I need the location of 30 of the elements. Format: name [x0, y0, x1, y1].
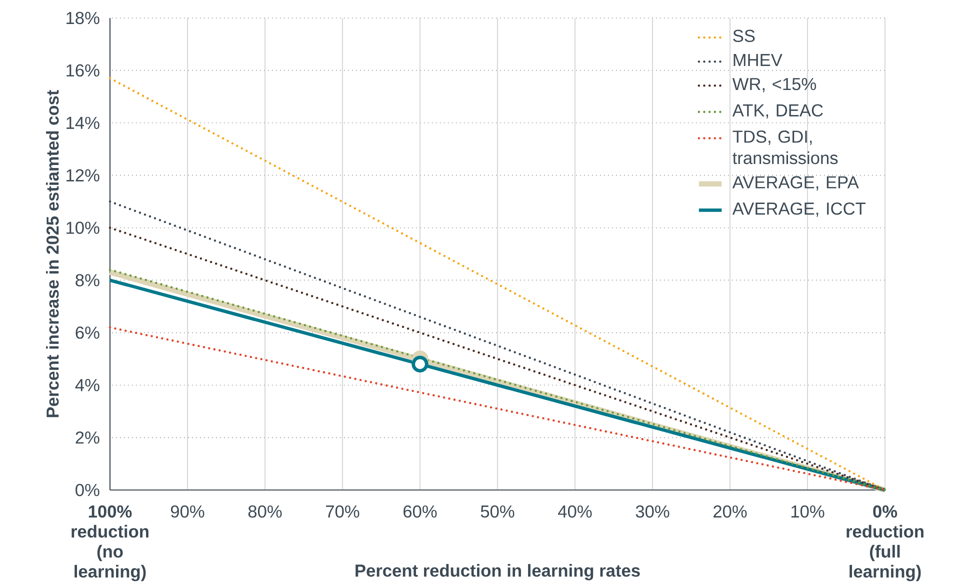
x-tick-label: 0% reduction (full learning): [846, 505, 924, 582]
x-tick-label: 90%: [170, 505, 204, 518]
y-tick-label: 10%: [66, 222, 100, 234]
y-tick-label: 14%: [66, 116, 100, 129]
legend-label: SS: [733, 30, 755, 42]
x-tick-label: 20%: [714, 505, 747, 518]
legend-label: AVERAGE, ICCT: [732, 202, 866, 217]
x-tick-label: 70%: [326, 505, 360, 518]
y-tick-label: 12%: [66, 169, 100, 182]
x-tick-label: 10%: [791, 505, 824, 518]
legend-label: WR, <15%: [732, 78, 816, 92]
y-tick-label: 0%: [76, 484, 100, 496]
x-tick-label: 40%: [558, 505, 592, 518]
legend-label: MHEV: [734, 54, 782, 66]
x-tick-label: 80%: [248, 505, 282, 518]
y-tick-label: 6%: [76, 326, 100, 339]
y-axis-title: Percent increase in 2025 estiamted cost: [46, 90, 59, 418]
legend-label: TDS, GDI, transmissions: [732, 130, 838, 164]
legend-label: ATK, DEAC: [732, 104, 823, 119]
y-tick-label: 8%: [76, 274, 100, 286]
legend-label: AVERAGE, EPA: [732, 176, 859, 190]
x-tick-label: 30%: [636, 505, 670, 518]
x-tick-label: 60%: [404, 505, 437, 518]
x-axis-title: Percent reduction in learning rates: [356, 564, 640, 580]
y-tick-label: 2%: [76, 431, 100, 444]
x-tick-label: 100% reduction (no learning): [72, 505, 148, 582]
y-tick-label: 18%: [66, 12, 100, 24]
x-tick-label: 50%: [480, 505, 514, 518]
y-tick-label: 4%: [75, 379, 100, 392]
y-tick-label: 16%: [66, 64, 100, 77]
